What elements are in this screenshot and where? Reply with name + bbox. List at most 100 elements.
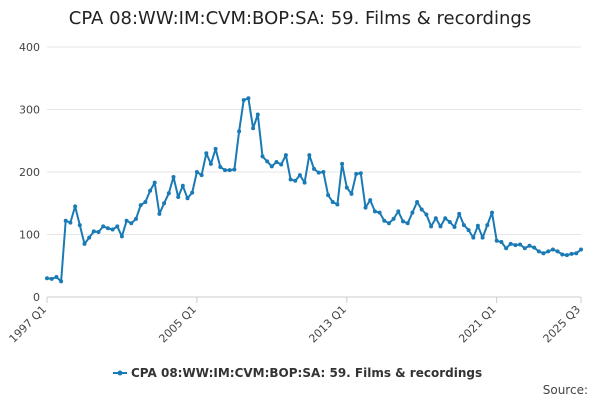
data-point[interactable] [232, 167, 237, 172]
data-point[interactable] [438, 224, 443, 229]
data-point[interactable] [335, 202, 340, 207]
data-point[interactable] [386, 221, 391, 226]
data-point[interactable] [251, 126, 256, 131]
data-point[interactable] [110, 227, 115, 232]
data-point[interactable] [124, 218, 129, 223]
data-point[interactable] [283, 153, 288, 158]
data-point[interactable] [466, 228, 471, 233]
data-point[interactable] [115, 224, 120, 229]
data-point[interactable] [148, 188, 153, 193]
data-point[interactable] [166, 191, 171, 196]
data-point[interactable] [326, 193, 331, 198]
data-point[interactable] [532, 245, 537, 250]
data-point[interactable] [330, 200, 335, 204]
data-point[interactable] [354, 171, 359, 176]
data-point[interactable] [279, 162, 284, 167]
data-point[interactable] [560, 252, 565, 257]
data-point[interactable] [255, 112, 260, 117]
data-point[interactable] [349, 191, 354, 196]
data-point[interactable] [87, 235, 92, 240]
data-point[interactable] [490, 210, 494, 215]
data-point[interactable] [96, 230, 101, 234]
data-point[interactable] [119, 234, 124, 239]
data-point[interactable] [447, 220, 452, 224]
data-point[interactable] [344, 185, 349, 190]
data-point[interactable] [382, 218, 387, 223]
data-point[interactable] [391, 216, 396, 221]
data-point[interactable] [199, 173, 204, 178]
data-point[interactable] [213, 146, 218, 151]
data-point[interactable] [461, 223, 466, 228]
data-point[interactable] [541, 251, 546, 256]
data-point[interactable] [223, 168, 227, 173]
data-point[interactable] [429, 224, 434, 229]
data-point[interactable] [45, 276, 49, 281]
data-point[interactable] [157, 211, 162, 216]
data-point[interactable] [105, 226, 110, 231]
data-point[interactable] [518, 242, 523, 247]
data-point[interactable] [555, 249, 560, 254]
data-point[interactable] [410, 210, 415, 215]
data-point[interactable] [138, 203, 143, 208]
data-point[interactable] [208, 161, 213, 166]
data-point[interactable] [452, 225, 457, 229]
data-point[interactable] [475, 223, 480, 228]
data-point[interactable] [522, 246, 527, 251]
data-point[interactable] [358, 171, 363, 176]
data-point[interactable] [73, 204, 78, 209]
data-point[interactable] [321, 170, 326, 174]
data-point[interactable] [504, 246, 509, 251]
data-point[interactable] [372, 209, 377, 214]
data-point[interactable] [274, 160, 279, 164]
data-point[interactable] [293, 178, 298, 183]
data-point[interactable] [405, 221, 410, 226]
data-point[interactable] [494, 238, 499, 243]
data-point[interactable] [508, 241, 513, 246]
data-point[interactable] [377, 210, 382, 215]
data-point[interactable] [185, 196, 190, 201]
data-point[interactable] [396, 209, 401, 214]
data-point[interactable] [513, 243, 518, 248]
data-point[interactable] [415, 200, 420, 204]
data-point[interactable] [579, 247, 583, 252]
data-point[interactable] [471, 235, 476, 240]
data-point[interactable] [401, 219, 405, 224]
data-point[interactable] [134, 216, 138, 221]
data-point[interactable] [54, 275, 59, 279]
data-point[interactable] [237, 129, 242, 134]
data-point[interactable] [180, 183, 185, 188]
data-point[interactable] [419, 207, 424, 212]
data-point[interactable] [227, 168, 232, 173]
data-point[interactable] [91, 229, 96, 234]
data-point[interactable] [297, 173, 302, 178]
data-point[interactable] [536, 249, 541, 254]
data-point[interactable] [302, 180, 307, 185]
data-point[interactable] [499, 240, 504, 244]
data-point[interactable] [218, 165, 223, 169]
data-point[interactable] [260, 154, 265, 159]
data-point[interactable] [424, 212, 429, 217]
data-point[interactable] [152, 180, 157, 185]
data-point[interactable] [485, 223, 490, 228]
data-point[interactable] [59, 279, 64, 284]
data-point[interactable] [194, 170, 199, 174]
data-point[interactable] [68, 220, 73, 225]
data-point[interactable] [574, 251, 579, 256]
data-point[interactable] [368, 198, 373, 203]
data-point[interactable] [340, 161, 345, 166]
data-point[interactable] [564, 253, 569, 258]
data-point[interactable] [63, 218, 68, 223]
data-point[interactable] [433, 216, 438, 221]
data-point[interactable] [546, 249, 551, 254]
data-point[interactable] [82, 241, 87, 246]
data-point[interactable] [316, 170, 321, 175]
data-point[interactable] [569, 251, 574, 256]
data-point[interactable] [443, 216, 448, 221]
data-point[interactable] [265, 159, 270, 164]
data-point[interactable] [457, 211, 462, 216]
data-point[interactable] [241, 98, 246, 103]
legend[interactable]: CPA 08:WW:IM:CVM:BOP:SA: 59. Films & rec… [113, 366, 482, 380]
data-point[interactable] [171, 175, 176, 179]
data-point[interactable] [550, 247, 555, 252]
data-point[interactable] [480, 235, 485, 240]
